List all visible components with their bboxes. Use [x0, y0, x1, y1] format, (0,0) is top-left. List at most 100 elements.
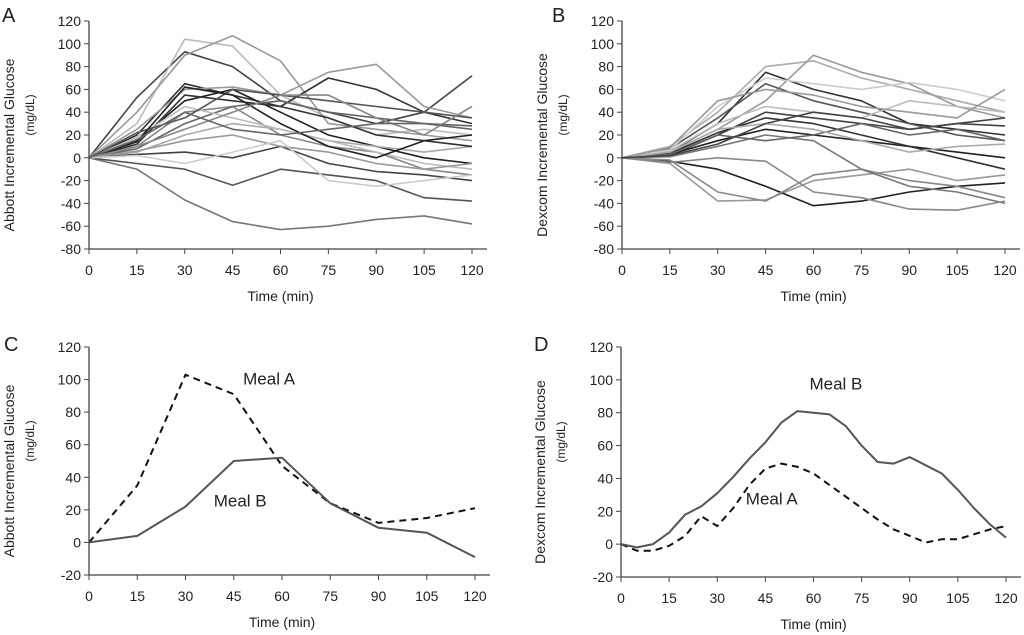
panel-b: B -80 -60 -40 -20 0 20 40 60 80 100 120 0 15 30 45 60 75 9… — [534, 5, 1020, 304]
x-tick-label: 45 — [758, 590, 774, 606]
y-tick-label: -40 — [594, 195, 614, 211]
x-tick-label: 15 — [129, 588, 145, 604]
x-tick-label: 75 — [854, 590, 870, 606]
x-tick-label: 0 — [617, 590, 625, 606]
series-line-meal-a — [88, 373, 476, 544]
panel-label: A — [2, 5, 16, 27]
annotation-meal-b: Meal B — [214, 492, 267, 511]
y-tick-label: -60 — [61, 218, 81, 234]
series-line — [88, 157, 473, 231]
y-axis-unit: (mg/dL) — [23, 94, 37, 135]
annotation-meal-a: Meal A — [243, 369, 296, 388]
x-tick-label: 105 — [945, 262, 969, 278]
x-tick-label: 30 — [177, 262, 193, 278]
series-line — [621, 117, 1006, 170]
x-axis-title: Time (min) — [247, 288, 313, 304]
y-axis-unit: (mg/dL) — [23, 420, 37, 461]
x-tick-label: 120 — [994, 590, 1018, 606]
x-tick-label: 105 — [946, 590, 970, 606]
series-line — [88, 34, 473, 159]
x-tick-label: 0 — [85, 262, 93, 278]
panel-a: A -80 -60 -40 -20 0 20 40 60 80 100 120 0 15 30 45 60 75 9… — [1, 5, 487, 304]
series-line — [621, 122, 1006, 159]
x-tick-label: 60 — [273, 262, 289, 278]
series-line — [621, 88, 1006, 159]
x-tick-label: 60 — [806, 262, 822, 278]
y-tick-label: 0 — [73, 150, 81, 166]
x-tick-label: 45 — [225, 262, 241, 278]
series-line-meal-a — [620, 462, 1007, 552]
x-tick-label: 105 — [415, 588, 439, 604]
x-tick-label: 75 — [322, 588, 338, 604]
y-tick-label: 40 — [598, 104, 614, 120]
y-tick-label: 80 — [597, 405, 613, 421]
x-tick-label: 30 — [710, 262, 726, 278]
annotation-meal-a: Meal A — [746, 490, 799, 509]
y-axis-title: Abbott Incremental Glucose — [1, 384, 17, 557]
y-axis-title: Dexcom Incremental Glucose — [534, 53, 550, 237]
panel-label: D — [534, 334, 548, 356]
x-tick-label: 120 — [460, 262, 484, 278]
x-tick-label: 45 — [226, 588, 242, 604]
series-line — [88, 86, 473, 159]
x-tick-label: 30 — [709, 590, 725, 606]
x-tick-label: 0 — [618, 262, 626, 278]
x-tick-label: 120 — [463, 588, 487, 604]
y-tick-label: 20 — [65, 502, 81, 518]
y-tick-label: -60 — [594, 218, 614, 234]
y-tick-label: 100 — [58, 36, 82, 52]
x-tick-label: 105 — [412, 262, 436, 278]
x-axis-title: Time (min) — [780, 616, 846, 632]
panel-label: B — [552, 5, 565, 27]
y-tick-label: -80 — [61, 241, 81, 257]
series-line — [88, 94, 473, 159]
series-line — [88, 50, 473, 159]
y-tick-label: 0 — [73, 534, 81, 550]
series-line — [88, 105, 473, 170]
x-tick-label: 90 — [901, 262, 917, 278]
x-tick-label: 30 — [178, 588, 194, 604]
y-tick-label: 20 — [597, 503, 613, 519]
series-line — [621, 77, 1006, 159]
series-line — [88, 134, 473, 170]
series-line — [88, 157, 473, 202]
y-tick-label: -20 — [61, 173, 81, 189]
y-tick-label: 100 — [591, 36, 615, 52]
y-tick-label: 80 — [65, 404, 81, 420]
y-tick-label: 100 — [58, 372, 82, 388]
y-tick-label: 40 — [65, 104, 81, 120]
x-tick-label: 0 — [85, 588, 93, 604]
y-tick-label: 60 — [65, 81, 81, 97]
x-axis-title: Time (min) — [780, 288, 846, 304]
series-line — [621, 111, 1006, 159]
x-axis-title: Time (min) — [249, 614, 315, 630]
series-line — [621, 157, 1006, 202]
y-tick-label: 60 — [65, 437, 81, 453]
y-tick-label: 120 — [591, 13, 615, 29]
y-tick-label: 100 — [590, 372, 614, 388]
series-line — [88, 111, 473, 159]
y-tick-label: -20 — [593, 569, 613, 585]
y-tick-label: -20 — [594, 173, 614, 189]
y-axis-unit: (mg/dL) — [556, 94, 570, 135]
x-tick-label: 45 — [758, 262, 774, 278]
y-tick-label: 60 — [597, 438, 613, 454]
series-line — [621, 157, 1006, 207]
y-tick-label: -20 — [61, 567, 81, 583]
x-tick-label: 60 — [274, 588, 290, 604]
y-tick-label: -40 — [61, 195, 81, 211]
y-tick-label: 120 — [58, 13, 82, 29]
panel-label: C — [4, 334, 18, 356]
x-tick-label: 90 — [371, 588, 387, 604]
x-tick-label: 15 — [129, 262, 145, 278]
x-tick-label: 15 — [662, 262, 678, 278]
series-line-meal-b — [620, 410, 1007, 549]
x-tick-label: 75 — [321, 262, 337, 278]
y-tick-label: 80 — [598, 59, 614, 75]
y-tick-label: 120 — [590, 339, 614, 355]
y-tick-label: 120 — [58, 339, 82, 355]
series-line — [621, 122, 1006, 159]
